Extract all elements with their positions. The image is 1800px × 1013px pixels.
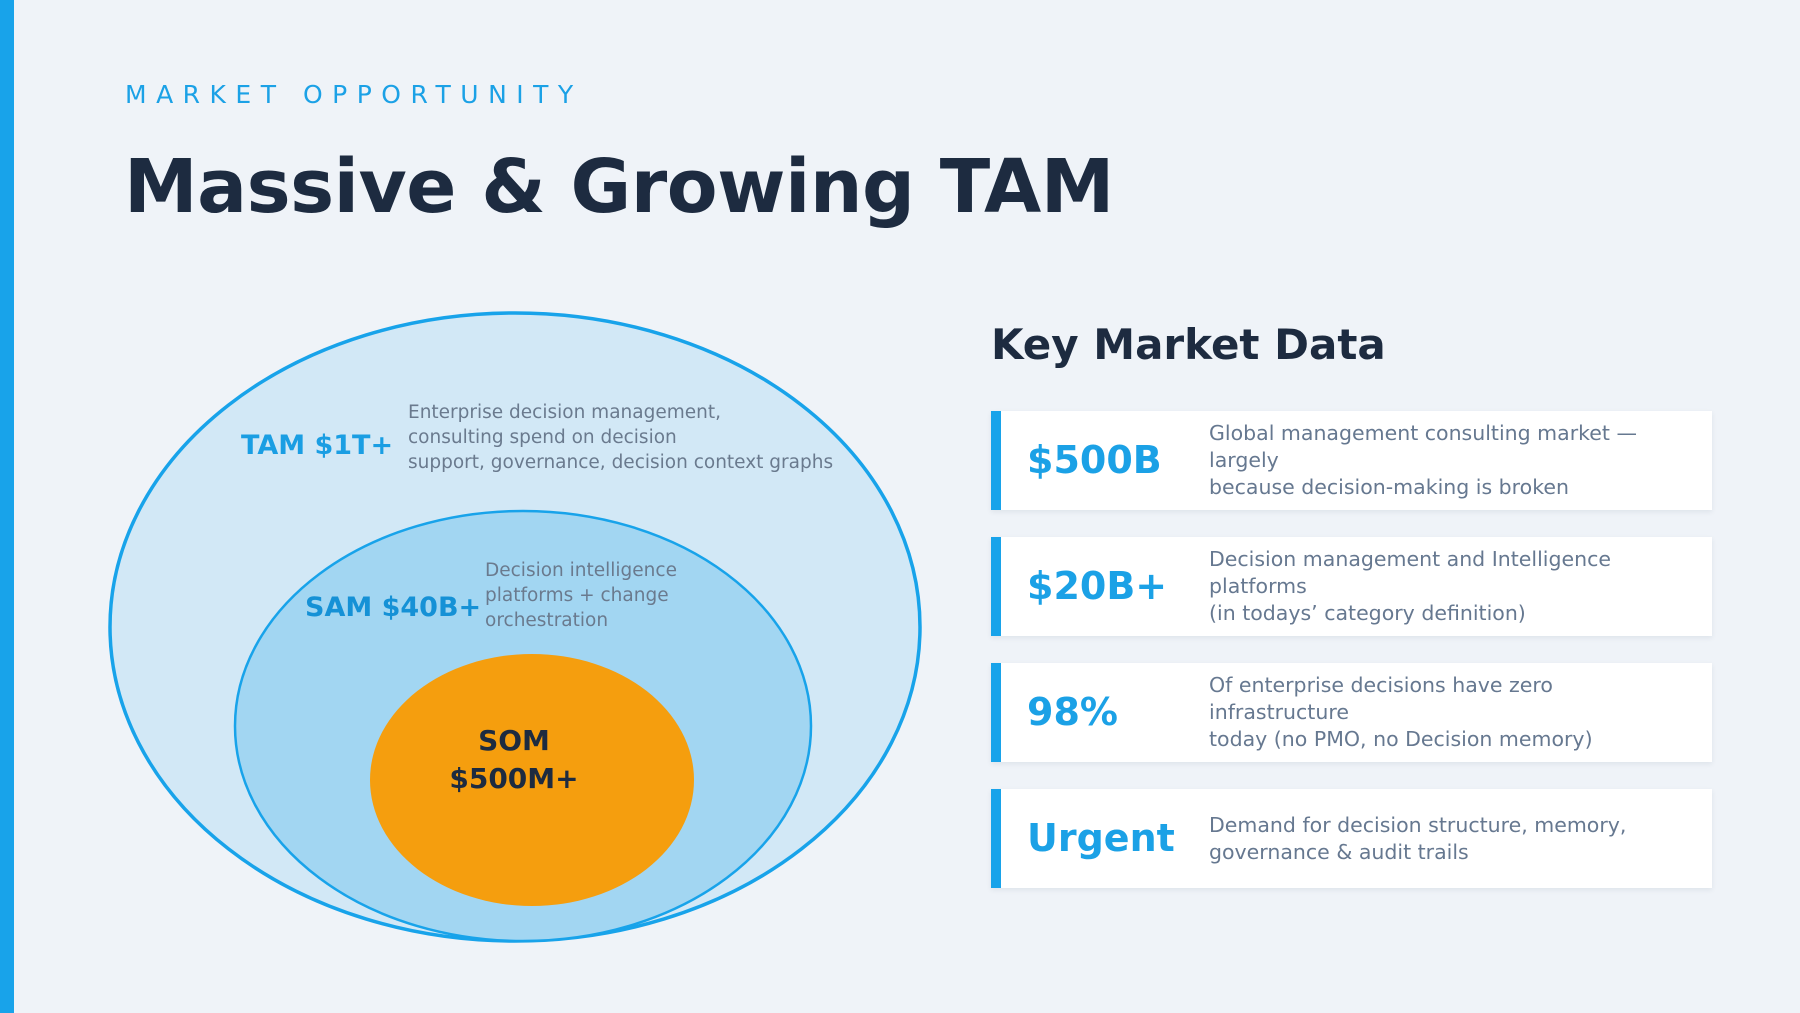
card-value: Urgent <box>1027 816 1175 860</box>
market-data-card: Urgent Demand for decision structure, me… <box>991 789 1712 888</box>
market-data-card: $20B+ Decision management and Intelligen… <box>991 537 1712 636</box>
som-label: SOM $500M+ <box>414 722 614 798</box>
sam-label: SAM $40B+ <box>305 592 482 623</box>
card-description: Of enterprise decisions have zero infras… <box>1209 673 1593 751</box>
card-description: Decision management and Intelligence pla… <box>1209 547 1611 625</box>
key-market-data-title: Key Market Data <box>991 320 1386 369</box>
sam-description: Decision intelligence platforms + change… <box>485 560 677 631</box>
tam-description: Enterprise decision management, consulti… <box>408 402 834 473</box>
card-value: $20B+ <box>1027 564 1168 608</box>
card-value: $500B <box>1027 438 1162 482</box>
market-data-card: 98% Of enterprise decisions have zero in… <box>991 663 1712 762</box>
som-ellipse <box>370 654 694 906</box>
market-data-card: $500B Global management consulting marke… <box>991 411 1712 510</box>
slide-title: Massive & Growing TAM <box>124 144 1114 230</box>
som-label-name: SOM <box>478 724 550 757</box>
card-description: Demand for decision structure, memory, g… <box>1209 812 1627 864</box>
card-description: Global management consulting market — la… <box>1209 421 1637 499</box>
market-data-cards: $500B Global management consulting marke… <box>991 411 1712 915</box>
card-value: 98% <box>1027 690 1118 734</box>
left-accent-bar <box>0 0 14 1013</box>
som-label-value: $500M+ <box>449 762 579 795</box>
section-eyebrow: MARKET OPPORTUNITY <box>125 80 583 109</box>
tam-label: TAM $1T+ <box>241 430 394 461</box>
